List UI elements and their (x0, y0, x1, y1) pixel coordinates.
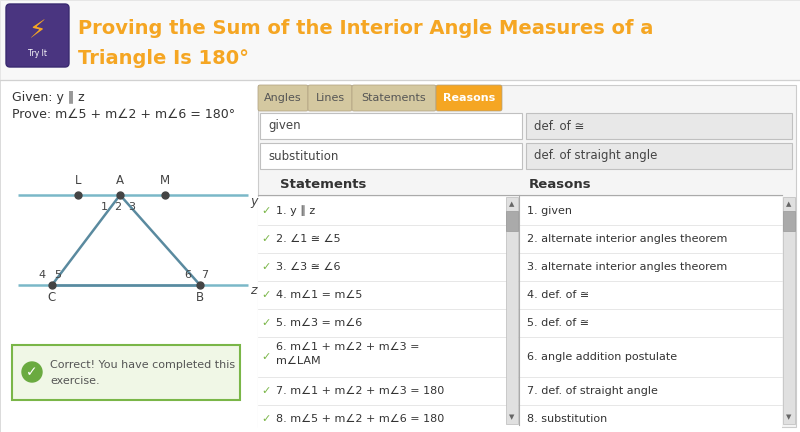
Text: substitution: substitution (268, 149, 338, 162)
Text: Correct! You have completed this: Correct! You have completed this (50, 360, 235, 370)
FancyBboxPatch shape (0, 0, 800, 80)
Text: M: M (160, 174, 170, 187)
FancyBboxPatch shape (260, 113, 522, 139)
Text: Reasons: Reasons (443, 93, 495, 103)
Text: Prove: m∠5 + m∠2 + m∠6 = 180°: Prove: m∠5 + m∠2 + m∠6 = 180° (12, 108, 235, 121)
Text: 6. angle addition postulate: 6. angle addition postulate (527, 352, 677, 362)
Text: Proving the Sum of the Interior Angle Measures of a: Proving the Sum of the Interior Angle Me… (78, 19, 654, 38)
Text: ▲: ▲ (786, 201, 792, 207)
Text: 3: 3 (129, 202, 135, 212)
Text: C: C (48, 291, 56, 304)
Text: 1. y ∥ z: 1. y ∥ z (276, 206, 315, 216)
Text: 4: 4 (38, 270, 46, 280)
Text: Try It: Try It (28, 49, 47, 57)
Text: A: A (116, 174, 124, 187)
FancyBboxPatch shape (258, 253, 782, 281)
Text: ✓: ✓ (262, 206, 270, 216)
Text: def. of straight angle: def. of straight angle (534, 149, 658, 162)
FancyBboxPatch shape (258, 281, 782, 309)
Text: Triangle Is 180°: Triangle Is 180° (78, 48, 249, 67)
Text: ✓: ✓ (262, 414, 270, 424)
Text: given: given (268, 120, 301, 133)
Text: 5. def. of ≅: 5. def. of ≅ (527, 318, 589, 328)
Text: ✓: ✓ (262, 318, 270, 328)
FancyBboxPatch shape (506, 197, 518, 424)
FancyBboxPatch shape (526, 143, 792, 169)
Text: 6: 6 (185, 270, 191, 280)
Text: 1. given: 1. given (527, 206, 572, 216)
Text: Angles: Angles (264, 93, 302, 103)
Text: 6. m∠1 + m∠2 + m∠3 =: 6. m∠1 + m∠2 + m∠3 = (276, 342, 419, 352)
FancyBboxPatch shape (258, 309, 782, 337)
Text: Reasons: Reasons (529, 178, 591, 191)
Text: ✓: ✓ (26, 365, 38, 379)
FancyBboxPatch shape (6, 4, 69, 67)
FancyBboxPatch shape (526, 113, 792, 139)
FancyBboxPatch shape (258, 377, 782, 405)
Text: 2. alternate interior angles theorem: 2. alternate interior angles theorem (527, 234, 727, 244)
FancyBboxPatch shape (258, 197, 782, 225)
FancyBboxPatch shape (258, 85, 796, 427)
Circle shape (22, 362, 42, 382)
Text: z: z (250, 285, 257, 298)
FancyBboxPatch shape (258, 337, 782, 377)
FancyBboxPatch shape (0, 80, 255, 432)
Text: 7. m∠1 + m∠2 + m∠3 = 180: 7. m∠1 + m∠2 + m∠3 = 180 (276, 386, 444, 396)
FancyBboxPatch shape (352, 85, 436, 111)
Text: 1: 1 (101, 202, 107, 212)
FancyBboxPatch shape (258, 85, 308, 111)
Text: ▼: ▼ (510, 414, 514, 420)
FancyBboxPatch shape (783, 211, 795, 231)
Text: exercise.: exercise. (50, 376, 100, 386)
Text: 2: 2 (114, 202, 122, 212)
Text: ✓: ✓ (262, 262, 270, 272)
Text: 4. def. of ≅: 4. def. of ≅ (527, 290, 589, 300)
Text: Given: y ∥ z: Given: y ∥ z (12, 92, 85, 105)
Text: ✓: ✓ (262, 234, 270, 244)
Text: ⚡: ⚡ (29, 19, 46, 43)
Text: ✓: ✓ (262, 352, 270, 362)
Text: ▼: ▼ (786, 414, 792, 420)
FancyBboxPatch shape (12, 345, 240, 400)
FancyBboxPatch shape (260, 143, 522, 169)
FancyBboxPatch shape (308, 85, 352, 111)
FancyBboxPatch shape (506, 211, 518, 231)
Text: def. of ≅: def. of ≅ (534, 120, 585, 133)
Text: 7. def. of straight angle: 7. def. of straight angle (527, 386, 658, 396)
Text: L: L (74, 174, 82, 187)
FancyBboxPatch shape (783, 197, 795, 424)
Text: 5: 5 (54, 270, 62, 280)
Text: y: y (250, 194, 258, 207)
FancyBboxPatch shape (258, 405, 782, 432)
Text: 3. ∠3 ≅ ∠6: 3. ∠3 ≅ ∠6 (276, 262, 341, 272)
Text: Statements: Statements (280, 178, 366, 191)
Text: 8. substitution: 8. substitution (527, 414, 607, 424)
Text: 7: 7 (202, 270, 209, 280)
Text: 2. ∠1 ≅ ∠5: 2. ∠1 ≅ ∠5 (276, 234, 341, 244)
Text: ✓: ✓ (262, 386, 270, 396)
Text: Lines: Lines (315, 93, 345, 103)
Text: 4. m∠1 = m∠5: 4. m∠1 = m∠5 (276, 290, 362, 300)
Text: 5. m∠3 = m∠6: 5. m∠3 = m∠6 (276, 318, 362, 328)
FancyBboxPatch shape (436, 85, 502, 111)
Text: ▲: ▲ (510, 201, 514, 207)
FancyBboxPatch shape (258, 225, 782, 253)
Text: B: B (196, 291, 204, 304)
Text: m∠LAM: m∠LAM (276, 356, 321, 366)
Text: 3. alternate interior angles theorem: 3. alternate interior angles theorem (527, 262, 727, 272)
Text: ✓: ✓ (262, 290, 270, 300)
Text: Statements: Statements (362, 93, 426, 103)
Text: 8. m∠5 + m∠2 + m∠6 = 180: 8. m∠5 + m∠2 + m∠6 = 180 (276, 414, 444, 424)
